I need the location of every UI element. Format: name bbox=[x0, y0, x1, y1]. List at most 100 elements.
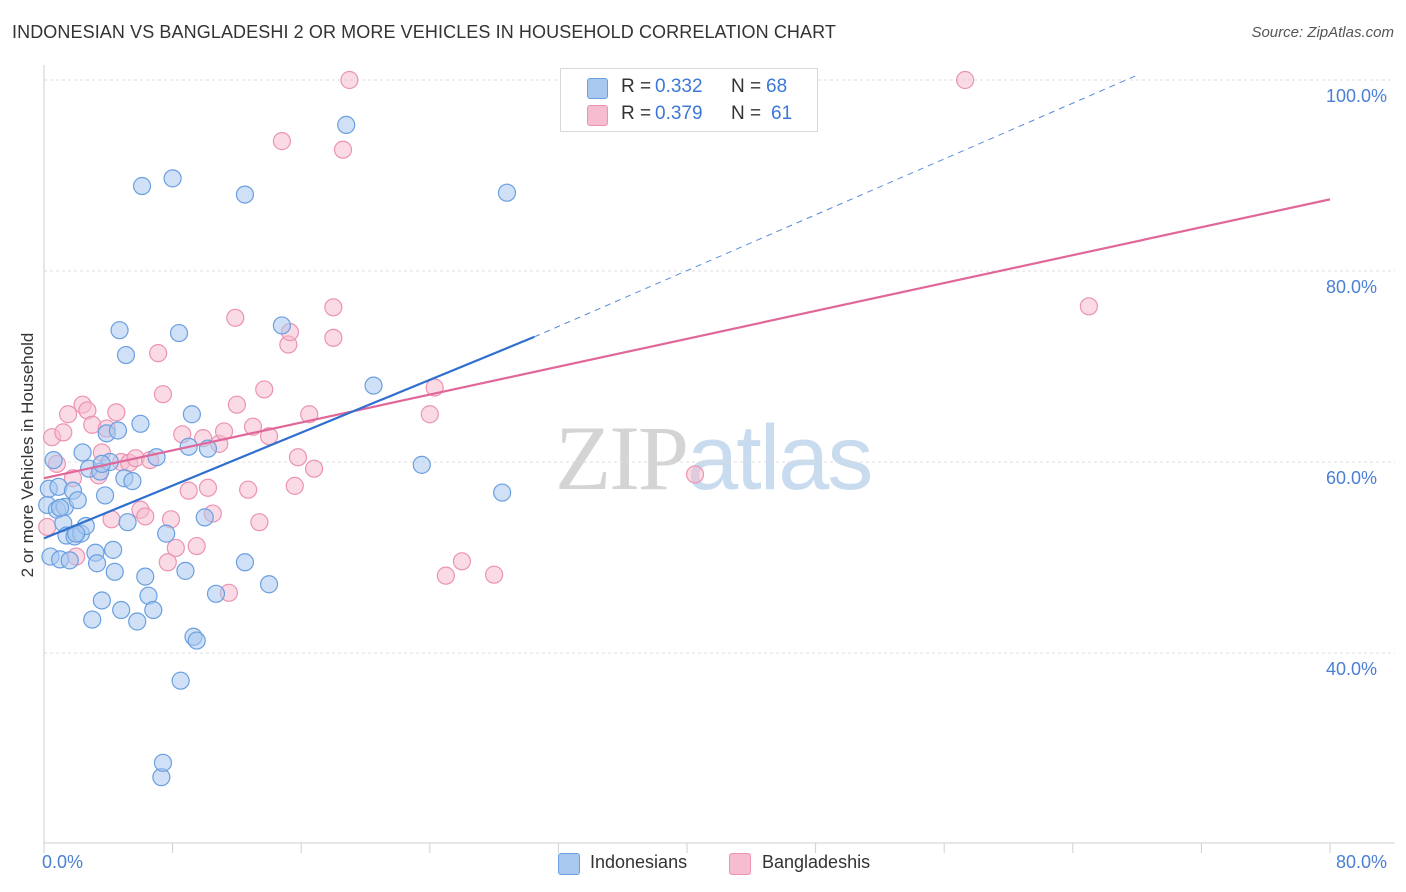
indonesian-point bbox=[144, 600, 163, 620]
bangladeshi-point bbox=[38, 517, 57, 537]
axes bbox=[43, 65, 1395, 853]
indonesian-point bbox=[112, 600, 131, 620]
indonesian-point bbox=[123, 472, 142, 491]
bangladeshi-point bbox=[324, 328, 343, 347]
legend-swatch-pink bbox=[587, 105, 608, 126]
legend-n-value: 68 bbox=[766, 76, 788, 97]
bangladeshi-point bbox=[285, 476, 304, 495]
indonesian-point bbox=[110, 321, 129, 340]
indonesian-point bbox=[235, 185, 255, 204]
watermark-atlas: atlas bbox=[687, 407, 873, 509]
indonesian-point bbox=[60, 551, 79, 570]
bangladeshi-point bbox=[239, 480, 258, 499]
indonesian-point bbox=[163, 169, 182, 188]
bangladeshi-point bbox=[436, 566, 455, 585]
indonesian-point bbox=[157, 524, 176, 543]
legend-label-indonesians: Indonesians bbox=[590, 852, 688, 872]
bangladeshi-point bbox=[304, 459, 324, 478]
bangladeshi-point bbox=[107, 403, 126, 422]
bangladeshi-point bbox=[227, 395, 246, 414]
indonesian-point bbox=[105, 562, 124, 581]
indonesian-point bbox=[182, 405, 201, 424]
indonesian-point bbox=[87, 554, 107, 573]
bangladeshi-point bbox=[166, 538, 185, 558]
bangladeshi-point bbox=[255, 380, 274, 399]
indonesian-point bbox=[95, 486, 115, 505]
indonesian-point bbox=[337, 115, 356, 134]
bangladeshi-point bbox=[226, 308, 245, 327]
indonesian-point bbox=[131, 414, 150, 433]
indonesian-point bbox=[169, 323, 189, 343]
correlation-legend: R = 0.332 N = 68 R = 0.379 N = 61 bbox=[560, 68, 818, 132]
indonesian-point bbox=[136, 567, 155, 586]
bangladeshi-point bbox=[250, 513, 269, 532]
bangladeshi-point bbox=[136, 507, 155, 526]
bangladeshi-point bbox=[179, 481, 198, 500]
y-tick-label-60: 60.0% bbox=[1326, 468, 1378, 488]
indonesian-point bbox=[44, 450, 63, 470]
indonesian-point bbox=[73, 443, 92, 462]
bangladeshi-point bbox=[272, 132, 292, 151]
bangladeshi-point bbox=[300, 405, 319, 424]
bangladeshi-point bbox=[452, 552, 472, 571]
indonesian-point bbox=[50, 498, 70, 517]
legend-swatch-blue bbox=[587, 78, 608, 99]
legend-swatch-indonesians bbox=[558, 853, 580, 875]
watermark-zip: ZIP bbox=[555, 407, 689, 509]
indonesian-point bbox=[68, 491, 87, 510]
indonesian-point bbox=[206, 584, 226, 603]
bangladeshi-point bbox=[259, 427, 279, 446]
indonesian-point bbox=[83, 610, 102, 629]
legend-r-value: 0.332 bbox=[655, 76, 703, 97]
indonesian-point bbox=[92, 591, 111, 610]
bangladeshi-point bbox=[158, 553, 177, 572]
indonesian-point bbox=[412, 455, 431, 474]
bangladeshi-point bbox=[187, 536, 206, 556]
bangladeshis-trend-line bbox=[43, 198, 1331, 480]
indonesian-point bbox=[497, 183, 517, 202]
legend-n-label: N = bbox=[731, 76, 762, 97]
legend-row-indonesians: R = 0.332 N = 68 bbox=[561, 74, 817, 101]
indonesian-point bbox=[116, 345, 136, 365]
legend-label-bangladeshis: Bangladeshis bbox=[762, 852, 871, 872]
x-tick-label-min: 0.0% bbox=[42, 852, 84, 872]
indonesian-point bbox=[132, 176, 152, 196]
indonesians-points bbox=[38, 115, 517, 787]
x-tick-label-max: 80.0% bbox=[1336, 852, 1388, 872]
indonesian-point bbox=[272, 316, 292, 335]
legend-swatch-bangladeshis bbox=[729, 853, 751, 875]
indonesian-point bbox=[128, 612, 147, 631]
indonesian-point bbox=[108, 421, 128, 440]
trend-lines bbox=[43, 74, 1331, 540]
indonesian-point bbox=[147, 448, 166, 467]
indonesian-point bbox=[153, 753, 173, 772]
bangladeshi-point bbox=[420, 405, 439, 424]
series-legend: Indonesians Bangladeshis bbox=[0, 852, 1406, 876]
legend-n-label: N = bbox=[731, 103, 762, 124]
indonesian-point bbox=[195, 508, 214, 527]
indonesian-point bbox=[493, 483, 512, 502]
bangladeshi-point bbox=[340, 70, 359, 90]
bangladeshi-point bbox=[1079, 297, 1098, 316]
indonesian-point bbox=[235, 553, 255, 572]
indonesian-point bbox=[259, 575, 279, 594]
bangladeshi-point bbox=[59, 405, 78, 424]
bangladeshi-point bbox=[54, 423, 73, 442]
y-tick-label-40: 40.0% bbox=[1326, 659, 1378, 679]
indonesian-point bbox=[104, 540, 123, 559]
bangladeshi-point bbox=[324, 298, 343, 317]
legend-n-value: 61 bbox=[771, 103, 793, 124]
bangladeshi-point bbox=[485, 565, 504, 584]
bangladeshi-point bbox=[685, 465, 705, 484]
indonesian-point bbox=[118, 513, 137, 532]
y-tick-label-80: 80.0% bbox=[1326, 277, 1378, 297]
legend-r-label: R = bbox=[621, 76, 652, 97]
bangladeshi-point bbox=[288, 448, 308, 467]
y-tick-label-100: 100.0% bbox=[1326, 86, 1388, 106]
y-axis-label: 2 or more Vehicles in Household bbox=[18, 332, 37, 578]
legend-r-label: R = bbox=[621, 103, 652, 124]
indonesian-point bbox=[171, 671, 190, 690]
legend-r-value: 0.379 bbox=[655, 103, 703, 124]
chart-title: INDONESIAN VS BANGLADESHI 2 OR MORE VEHI… bbox=[12, 22, 836, 42]
